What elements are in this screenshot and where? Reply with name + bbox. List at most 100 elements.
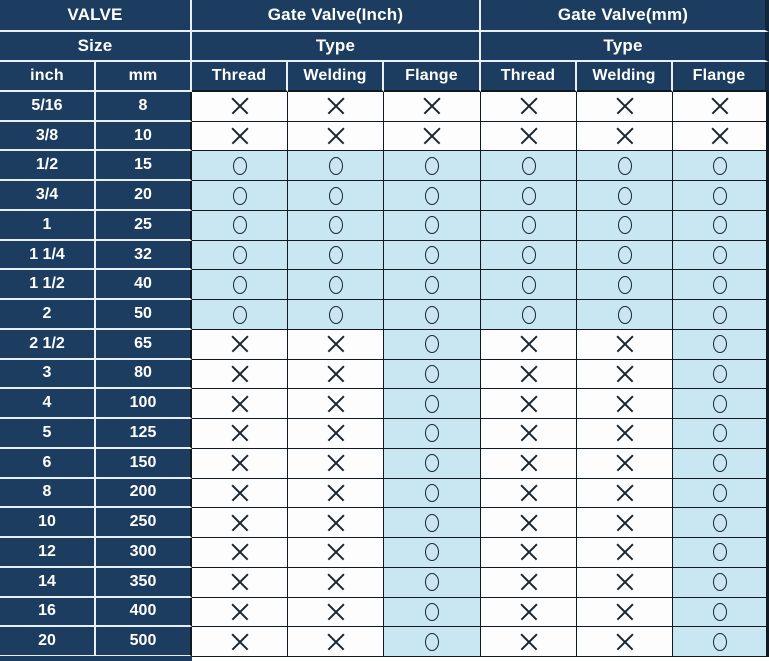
circle-mark-icon [328, 275, 343, 294]
mark-cell [288, 448, 384, 479]
circle-mark-icon [521, 216, 536, 235]
mark-cell [481, 181, 577, 211]
circle-mark-icon [712, 364, 727, 383]
size-mm-cell: 8 [96, 92, 192, 122]
circle-mark-icon [328, 186, 343, 205]
mark-cell [288, 121, 384, 152]
size-inch-cell: 3/4 [0, 181, 96, 211]
mark-cell [577, 448, 673, 479]
mark-cell [577, 567, 673, 598]
mark-cell [288, 508, 384, 539]
size-mm-cell: 100 [96, 389, 192, 420]
x-mark-icon [520, 514, 538, 532]
mark-cell [192, 389, 288, 420]
mark-cell [384, 627, 481, 657]
mark-cell [577, 151, 673, 182]
mark-cell [192, 478, 288, 509]
mark-cell [192, 448, 288, 479]
x-mark-icon [616, 573, 634, 591]
circle-mark-icon [617, 305, 632, 324]
circle-mark-icon [425, 364, 439, 383]
circle-mark-icon [617, 246, 632, 265]
mark-cell [384, 538, 481, 568]
circle-mark-icon [521, 186, 536, 205]
circle-mark-icon [712, 543, 727, 562]
circle-mark-icon [712, 573, 727, 592]
mark-cell [481, 538, 577, 568]
mark-cell [384, 329, 481, 360]
x-mark-icon [231, 633, 249, 651]
circle-mark-icon [425, 573, 439, 592]
x-mark-icon [616, 514, 634, 532]
circle-mark-icon [425, 216, 439, 235]
mark-cell [481, 329, 577, 360]
x-mark-icon [231, 365, 249, 383]
circle-mark-icon [425, 543, 439, 562]
header-type-mm: Type [481, 32, 769, 62]
mark-cell [481, 478, 577, 509]
size-inch-cell: 16 [0, 597, 96, 628]
mark-cell [288, 359, 384, 390]
x-mark-icon [520, 127, 538, 145]
x-mark-icon [616, 633, 634, 651]
mark-cell [481, 508, 577, 539]
x-mark-icon [231, 514, 249, 532]
circle-mark-icon [712, 156, 727, 175]
mark-cell [192, 181, 288, 211]
x-mark-icon [327, 573, 345, 591]
mark-cell [192, 597, 288, 628]
circle-mark-icon [328, 216, 343, 235]
size-inch-cell: 2 1/2 [0, 329, 96, 360]
mark-cell [384, 567, 481, 598]
x-mark-icon [616, 603, 634, 621]
x-mark-icon [616, 97, 634, 115]
circle-mark-icon [328, 305, 343, 324]
x-mark-icon [231, 395, 249, 413]
circle-mark-icon [712, 216, 727, 235]
mark-cell [288, 92, 384, 122]
circle-mark-icon [232, 216, 247, 235]
circle-mark-icon [232, 186, 247, 205]
circle-mark-icon [425, 483, 439, 502]
mark-cell [384, 181, 481, 211]
x-mark-icon [327, 514, 345, 532]
x-mark-icon [616, 484, 634, 502]
x-mark-icon [327, 484, 345, 502]
circle-mark-icon [712, 513, 727, 532]
x-mark-icon [711, 97, 729, 115]
x-mark-icon [711, 127, 729, 145]
mark-cell [481, 210, 577, 241]
circle-mark-icon [521, 156, 536, 175]
x-mark-icon [520, 603, 538, 621]
size-mm-cell: 80 [96, 359, 192, 390]
mark-cell [192, 419, 288, 449]
mark-cell [481, 151, 577, 182]
mark-cell [577, 359, 673, 390]
mark-cell [673, 210, 769, 241]
x-mark-icon [616, 127, 634, 145]
mark-cell [673, 151, 769, 182]
size-inch-cell: 5/16 [0, 92, 96, 122]
x-mark-icon [231, 543, 249, 561]
mark-cell [673, 538, 769, 568]
size-mm-cell: 250 [96, 508, 192, 539]
mark-cell [192, 151, 288, 182]
circle-mark-icon [712, 186, 727, 205]
mark-cell [481, 300, 577, 330]
x-mark-icon [327, 127, 345, 145]
x-mark-icon [231, 454, 249, 472]
circle-mark-icon [232, 156, 247, 175]
mark-cell [288, 240, 384, 271]
mark-cell [481, 419, 577, 449]
size-mm-cell: 15 [96, 151, 192, 182]
x-mark-icon [520, 335, 538, 353]
circle-mark-icon [425, 246, 439, 265]
size-inch-cell: 3 [0, 359, 96, 390]
x-mark-icon [616, 365, 634, 383]
size-inch-cell: 1 1/2 [0, 270, 96, 301]
size-inch-cell: 14 [0, 567, 96, 598]
mark-cell [288, 597, 384, 628]
mark-cell [577, 181, 673, 211]
mark-cell [673, 448, 769, 479]
